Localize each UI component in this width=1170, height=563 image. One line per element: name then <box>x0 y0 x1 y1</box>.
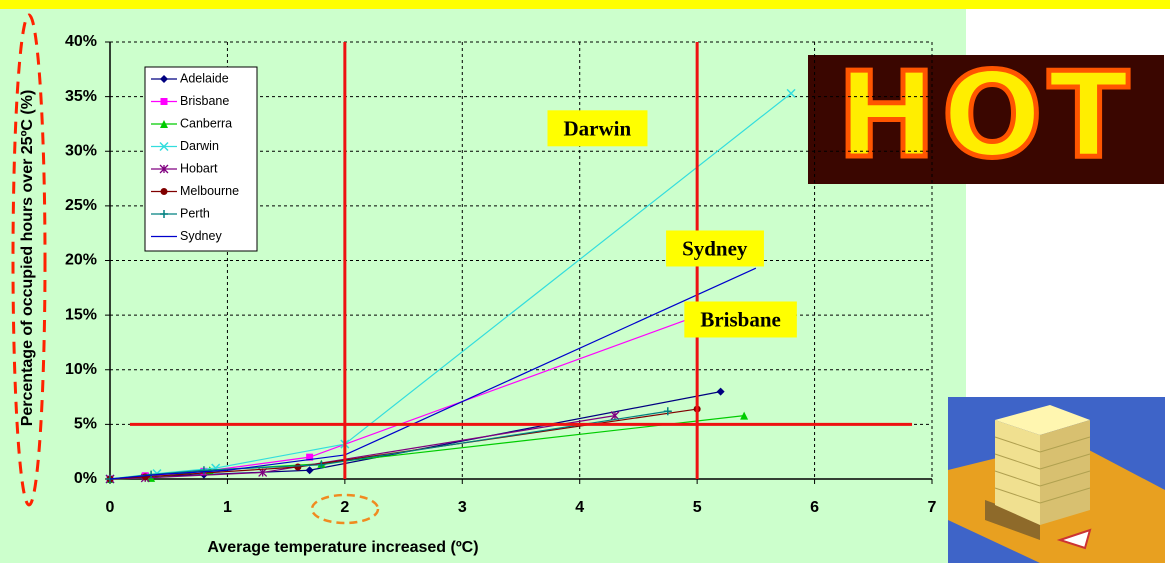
y-tick-label: 25% <box>65 197 97 214</box>
x-tick-label: 3 <box>458 499 467 516</box>
x-tick-label: 7 <box>928 499 937 516</box>
legend-label: Adelaide <box>180 71 229 85</box>
x-tick-label: 4 <box>575 499 584 516</box>
annotation-label: Sydney <box>682 236 748 260</box>
legend-label: Sydney <box>180 229 222 243</box>
slide: HOT Average temperature increased (ºC) P… <box>0 0 1170 563</box>
marker <box>161 98 168 105</box>
legend-label: Hobart <box>180 161 218 175</box>
y-tick-label: 30% <box>65 142 97 159</box>
building-illustration <box>948 397 1165 563</box>
marker <box>294 463 301 470</box>
y-tick-label: 5% <box>74 416 97 433</box>
marker <box>161 188 168 195</box>
y-tick-label: 0% <box>74 470 97 487</box>
legend-label: Perth <box>180 206 210 220</box>
legend-label: Darwin <box>180 139 219 153</box>
y-tick-label: 40% <box>65 33 97 50</box>
y-tick-label: 15% <box>65 306 97 323</box>
x-tick-label: 0 <box>106 499 115 516</box>
x-axis-label: Average temperature increased (ºC) <box>207 539 478 556</box>
top-band <box>0 0 1170 9</box>
x-tick-label: 5 <box>693 499 702 516</box>
x-tick-label: 6 <box>810 499 819 516</box>
y-tick-label: 20% <box>65 252 97 269</box>
annotation-label: Darwin <box>563 116 631 140</box>
hot-text: HOT <box>837 46 1135 184</box>
annotation-label: Brisbane <box>700 307 781 331</box>
legend-label: Canberra <box>180 116 232 130</box>
legend-label: Melbourne <box>180 184 239 198</box>
y-tick-label: 35% <box>65 88 97 105</box>
y-tick-label: 10% <box>65 361 97 378</box>
y-axis-label: Percentage of occupied hours over 25ºC (… <box>19 90 36 427</box>
x-tick-label: 2 <box>340 499 349 516</box>
page: HOT Average temperature increased (ºC) P… <box>0 0 1170 563</box>
x-tick-label: 1 <box>223 499 232 516</box>
legend-label: Brisbane <box>180 94 229 108</box>
